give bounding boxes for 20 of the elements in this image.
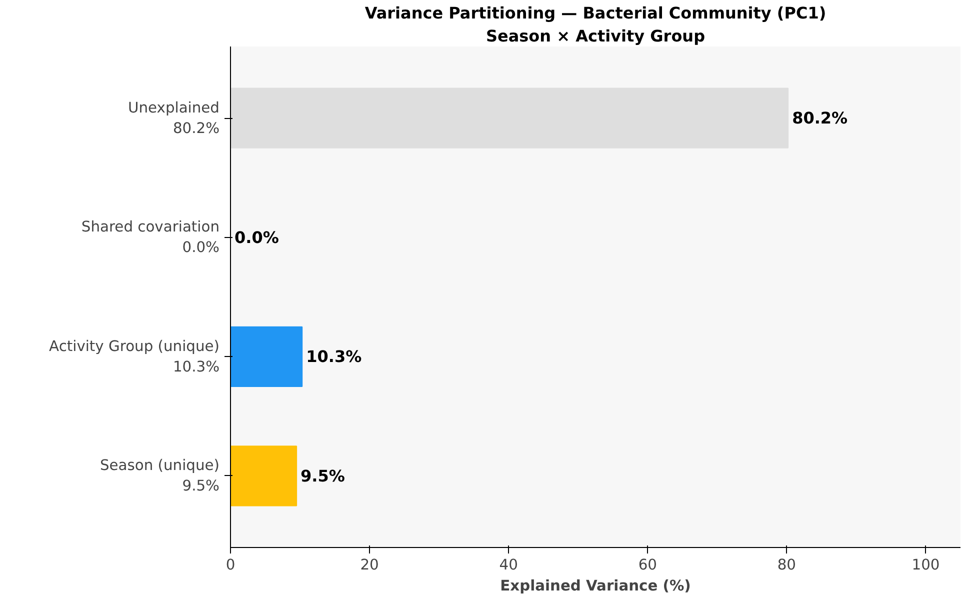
chart-title: Variance Partitioning — Bacterial Community (PC1) [364, 4, 826, 22]
data-label: 80.2% [792, 108, 848, 128]
x-tick-label: 20 [360, 556, 379, 574]
x-tick-label: 60 [638, 556, 657, 574]
x-tick-label: 100 [912, 556, 940, 574]
bar [230, 326, 303, 387]
x-tick-label: 0 [226, 556, 236, 574]
data-label: 9.5% [300, 466, 345, 486]
chart-subtitle: Season × Activity Group [486, 26, 706, 46]
x-tick-label: 40 [499, 556, 518, 574]
y-tick-label: Shared covariation 0.0% [81, 218, 220, 256]
bar [230, 446, 298, 506]
data-label: 10.3% [306, 347, 362, 366]
x-axis-title: Explained Variance (%) [500, 578, 691, 594]
bar [230, 88, 789, 148]
y-tick-label: Activity Group (unique) 10.3% [49, 338, 220, 376]
x-tick-label: 80 [777, 556, 796, 574]
y-tick-label: Unexplained 80.2% [128, 99, 220, 137]
data-label: 0.0% [234, 228, 279, 247]
y-tick-label: Season (unique) 9.5% [100, 457, 220, 495]
